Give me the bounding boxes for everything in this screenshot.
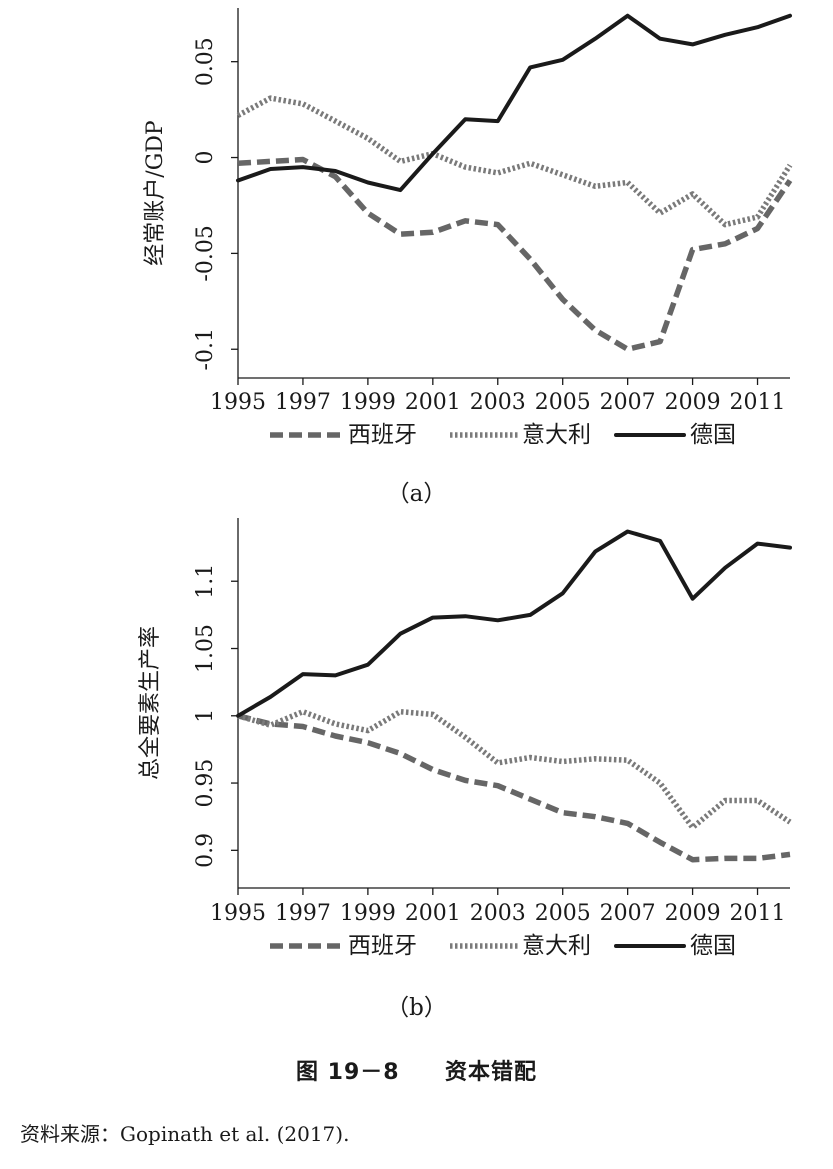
panel-a-x-tick-label: 2003	[470, 390, 526, 415]
panel-a-series-line	[236, 13, 792, 193]
panel-b-legend-label: 西班牙	[348, 933, 417, 959]
figure-charts: -0.1 -0.05 0 0.05 1995 1997 1999 2001 2003 2005 20…	[138, 8, 793, 959]
panel-b-x-tick-label: 1997	[275, 901, 331, 926]
source-citation: Gopinath et al. (2017).	[120, 1122, 350, 1146]
panel-a-legend-label: 西班牙	[348, 422, 417, 448]
panel-a-y-tick-label: 0.05	[193, 37, 218, 86]
panel-a-y-tick-label: -0.1	[193, 328, 218, 370]
panel-a-series-line	[236, 95, 793, 228]
panel-b-x-tick-label: 1999	[340, 901, 396, 926]
panel-b-legend-label: 意大利	[522, 933, 591, 959]
panel-a-x-tick-label: 2007	[600, 390, 656, 415]
panel-a-x-tick-label: 1995	[210, 390, 266, 415]
panel-a-series-line	[237, 156, 793, 352]
panel-a-legend-label: 德国	[690, 422, 736, 448]
panel-b-legend-label: 德国	[690, 933, 736, 959]
panel-b-series-line	[237, 708, 792, 831]
panel-b-series-line	[236, 529, 792, 718]
figure-title: 图 19－8 资本错配	[0, 1054, 833, 1086]
source-label: 资料来源：	[20, 1122, 120, 1146]
panel-a-y-tick-label: -0.05	[193, 225, 218, 281]
panel-b-y-tick-label: 1.05	[193, 624, 218, 673]
panel-b-y-tick-label: 1.1	[193, 564, 218, 599]
source-note: 资料来源：Gopinath et al. (2017).	[20, 1118, 349, 1147]
panel-b-x-tick-label: 2011	[730, 901, 786, 926]
panel-b-x-tick-label: 2003	[470, 901, 526, 926]
panel-b-y-tick-label: 0.9	[193, 833, 218, 868]
panel-a-y-tick-label: 0	[193, 151, 218, 165]
figure-title-text: 资本错配	[444, 1060, 537, 1085]
panel-a-legend-label: 意大利	[522, 422, 591, 448]
panel-b-x-tick-label: 2001	[405, 901, 461, 926]
panel-a-x-tick-label: 1997	[275, 390, 331, 415]
panel-b-caption: （b）	[386, 995, 447, 1021]
panel-a-caption: （a）	[386, 481, 447, 507]
panel-a-x-tick-label: 2005	[535, 390, 591, 415]
panel-a-y-axis-label: 经常账户/GDP	[143, 120, 168, 266]
panel-b-y-axis-label: 总全要素生产率	[138, 626, 163, 780]
panel-a-x-tick-label: 1999	[340, 390, 396, 415]
panel-b-x-tick-label: 2005	[535, 901, 591, 926]
panel-b-y-tick-label: 1	[193, 709, 218, 723]
panel-a-x-tick-label: 2011	[730, 390, 786, 415]
panel-b-x-tick-label: 1995	[210, 901, 266, 926]
panel-b-series-line	[237, 713, 791, 863]
panel-a-x-tick-label: 2009	[665, 390, 721, 415]
panel-b-y-tick-label: 0.95	[193, 759, 218, 808]
panel-b-x-tick-label: 2009	[665, 901, 721, 926]
panel-a-x-tick-label: 2001	[405, 390, 461, 415]
figure-number: 图 19－8	[296, 1060, 400, 1085]
panel-b-x-tick-label: 2007	[600, 901, 656, 926]
